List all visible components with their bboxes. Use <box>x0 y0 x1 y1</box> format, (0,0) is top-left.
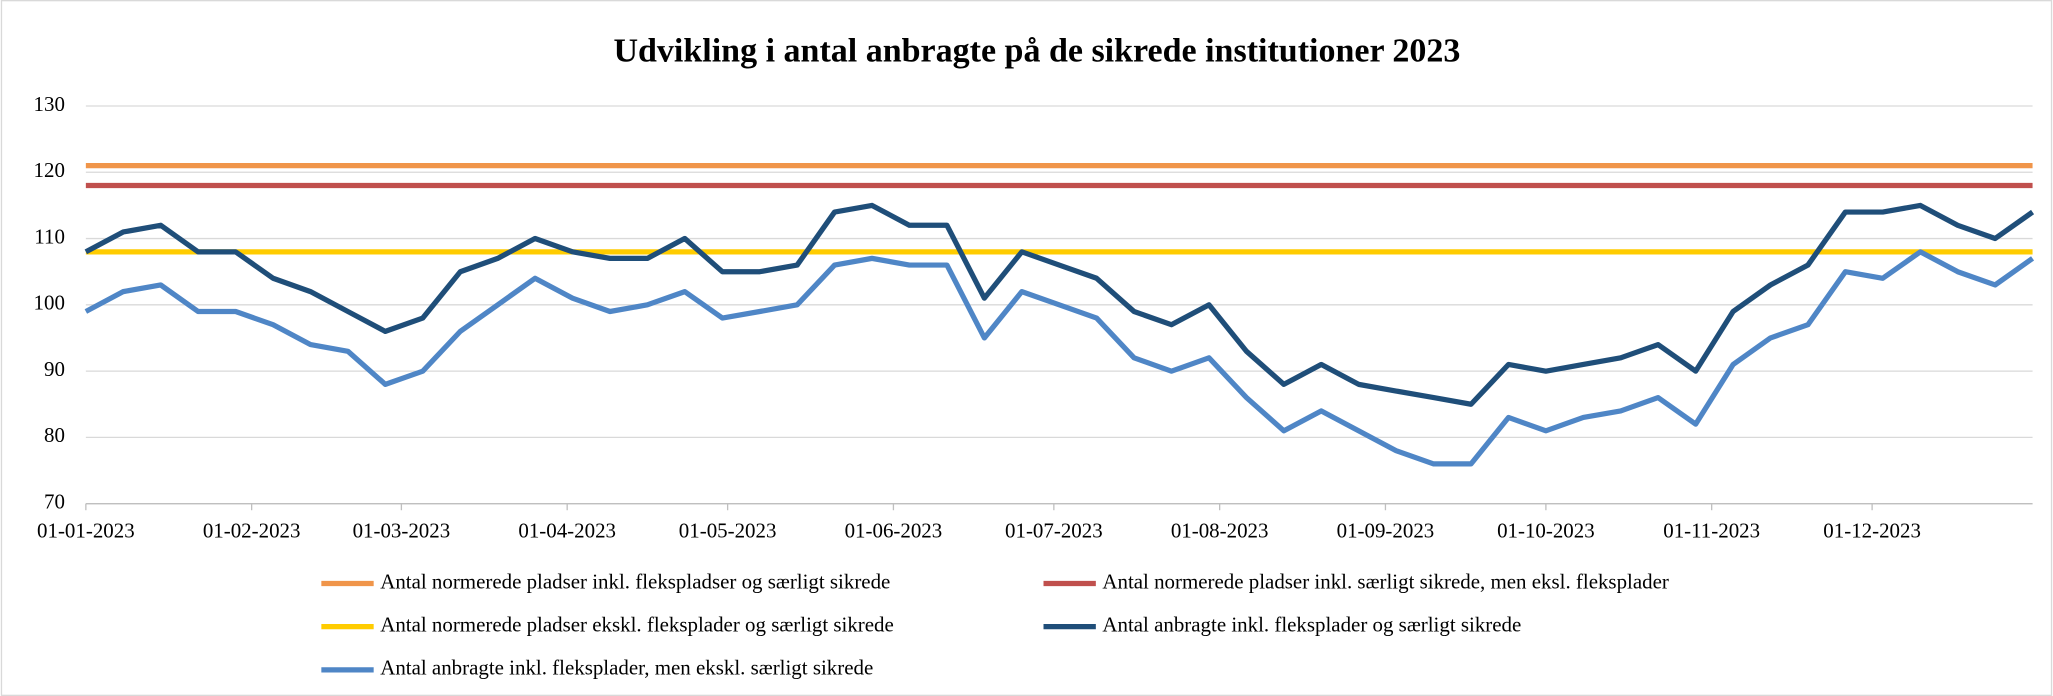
series-line <box>84 249 2035 467</box>
chart-title: Udvikling i antal anbragte på de sikrede… <box>613 32 1460 69</box>
y-tick-label: 100 <box>34 291 65 315</box>
y-tick-label: 90 <box>44 357 65 381</box>
x-tick-label: 01-09-2023 <box>1337 518 1435 542</box>
y-tick-label: 120 <box>34 158 65 182</box>
x-tick-label: 01-06-2023 <box>845 518 943 542</box>
y-tick-label: 110 <box>34 224 65 248</box>
series-line <box>84 202 2035 407</box>
legend-label: Antal anbragte inkl. fleksplader, men ek… <box>380 656 873 680</box>
x-tick-label: 01-11-2023 <box>1663 518 1760 542</box>
x-tick-label: 01-04-2023 <box>518 518 616 542</box>
legend-label: Antal anbragte inkl. fleksplader og særl… <box>1102 612 1521 636</box>
legend-label: Antal normerede pladser inkl. særligt si… <box>1102 569 1669 593</box>
x-tick-label: 01-01-2023 <box>37 518 135 542</box>
x-tick-label: 01-03-2023 <box>353 518 451 542</box>
y-tick-label: 70 <box>44 489 65 513</box>
x-tick-label: 01-08-2023 <box>1171 518 1269 542</box>
x-tick-label: 01-12-2023 <box>1823 518 1921 542</box>
x-tick-label: 01-07-2023 <box>1005 518 1103 542</box>
y-tick-label: 130 <box>34 92 65 116</box>
x-tick-label: 01-10-2023 <box>1497 518 1595 542</box>
legend-label: Antal normerede pladser inkl. fleksplads… <box>380 569 890 593</box>
y-tick-label: 80 <box>44 423 65 447</box>
legend-label: Antal normerede pladser ekskl. fleksplad… <box>380 612 894 636</box>
x-tick-label: 01-02-2023 <box>203 518 301 542</box>
x-tick-label: 01-05-2023 <box>679 518 777 542</box>
